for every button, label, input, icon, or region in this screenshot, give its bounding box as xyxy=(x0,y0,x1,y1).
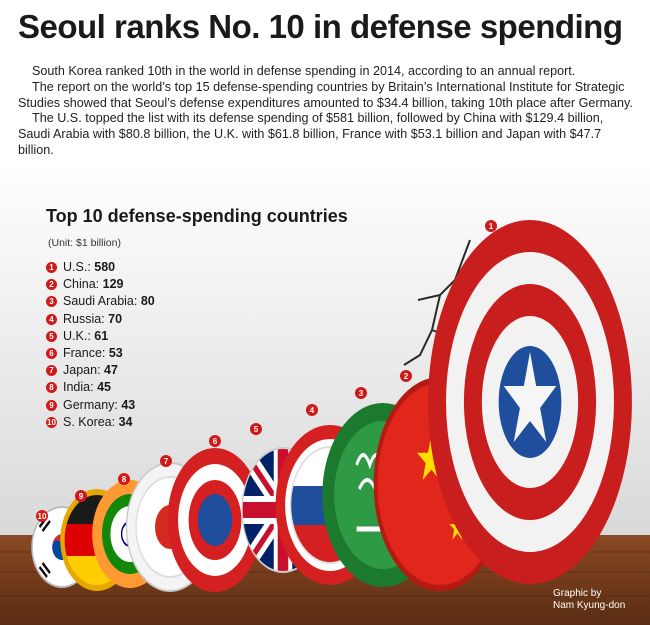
spending-value: 580 xyxy=(94,260,116,274)
country-name: France xyxy=(63,345,102,360)
rank-badge: 6 xyxy=(46,347,57,359)
rank-badge: 1 xyxy=(46,262,57,273)
rank-badge: 9 xyxy=(75,490,87,502)
ranking-item: 2 China: 129 xyxy=(46,276,348,293)
spending-value: 34 xyxy=(118,414,133,429)
chart-title: Top 10 defense-spending countries xyxy=(46,206,348,226)
country-name: Germany xyxy=(63,397,115,412)
rank-badge: 4 xyxy=(306,404,318,416)
article-paragraph: South Korea ranked 10th in the world in … xyxy=(32,64,576,78)
ranking-item: 5 U.K.: 61 xyxy=(46,328,348,345)
spending-value: 70 xyxy=(108,311,123,326)
unit-label: (Unit: $1 billion) xyxy=(48,237,121,249)
spending-value: 53 xyxy=(108,345,123,360)
spending-value: 47 xyxy=(104,363,118,378)
ranking-item: 6 France: 53 xyxy=(46,345,348,362)
rank-badge-label: 10 xyxy=(38,512,47,521)
ranking-item: 3 Saudi Arabia: 80 xyxy=(46,293,348,310)
rank-badge: 10 xyxy=(36,510,48,522)
rank-badge: 7 xyxy=(46,365,57,377)
rank-badge: 1 xyxy=(485,220,497,232)
ranking-item: 4 Russia: 70 xyxy=(46,311,348,328)
separator: : xyxy=(133,294,141,309)
ranking-list: 1 U.S.: 580 2 China: 129 3 Saudi Arabia: 80 4 R… xyxy=(46,259,348,431)
rank-badge: 8 xyxy=(46,382,57,394)
separator: : xyxy=(87,260,95,274)
separator: : xyxy=(97,363,105,378)
rank-badge: 5 xyxy=(250,423,262,435)
rank-badge: 5 xyxy=(46,330,57,342)
rank-badge: 3 xyxy=(46,296,57,308)
country-name: U.S. xyxy=(63,260,88,274)
graphic-credit: Graphic by Nam Kyung-don xyxy=(553,588,625,612)
country-name: Russia xyxy=(63,311,102,326)
rank-badge: 2 xyxy=(46,279,57,291)
rank-badge-label: 5 xyxy=(254,425,259,434)
separator: : xyxy=(101,345,109,360)
rank-badge-label: 2 xyxy=(404,372,409,381)
rank-badge-label: 8 xyxy=(122,475,127,484)
credit-line: Graphic by xyxy=(553,588,602,599)
rank-badge: 9 xyxy=(46,399,57,411)
spending-value: 45 xyxy=(97,380,111,395)
rank-badge-label: 7 xyxy=(164,457,169,466)
country-name: Japan xyxy=(63,363,98,378)
country-name: India xyxy=(63,380,91,395)
rank-badge: 10 xyxy=(46,416,57,428)
spending-value: 80 xyxy=(140,294,155,309)
separator: : xyxy=(101,311,109,326)
spending-value: 43 xyxy=(121,397,136,412)
france-shield xyxy=(167,448,263,592)
separator: : xyxy=(95,277,103,292)
rank-badge-label: 6 xyxy=(213,437,218,446)
rank-badge: 8 xyxy=(118,473,130,485)
country-name: U.K. xyxy=(63,328,88,343)
rank-badge: 7 xyxy=(160,455,172,467)
separator: : xyxy=(87,328,95,343)
separator: : xyxy=(114,397,122,412)
credit-line: Nam Kyung-don xyxy=(553,600,626,611)
separator: : xyxy=(111,414,119,429)
ranking-item: 9 Germany: 43 xyxy=(46,397,348,414)
rank-badge-label: 4 xyxy=(310,406,315,415)
separator: : xyxy=(90,380,98,395)
rank-badge-label: 3 xyxy=(359,389,364,398)
article-paragraph: The U.S. topped the list with its defens… xyxy=(18,111,604,157)
ranking-item: 1 U.S.: 580 xyxy=(46,259,348,276)
ranking-item: 7 Japan: 47 xyxy=(46,362,348,379)
rank-badge: 4 xyxy=(46,313,57,325)
rank-badge: 2 xyxy=(400,370,412,382)
ranking-legend: Top 10 defense-spending countries (Unit:… xyxy=(46,206,348,431)
country-name: China xyxy=(63,277,96,292)
shield-illustration: 1 2 3 4 5 6 7 8 9 10 xyxy=(0,160,650,625)
country-name: Saudi Arabia xyxy=(63,294,134,309)
spending-value: 129 xyxy=(102,277,124,292)
rank-badge: 3 xyxy=(355,387,367,399)
article-text: South Korea ranked 10th in the world in … xyxy=(18,64,638,159)
ranking-item: 8 India: 45 xyxy=(46,379,348,396)
rank-badge-label: 1 xyxy=(489,222,494,231)
rank-badges: 1 2 3 4 5 6 7 8 9 10 xyxy=(36,220,497,522)
spending-value: 61 xyxy=(94,328,109,343)
rank-badge: 6 xyxy=(209,435,221,447)
captain-america-shield xyxy=(428,220,632,584)
headline: Seoul ranks No. 10 in defense spending xyxy=(18,8,623,45)
article-paragraph: The report on the world’s top 15 defense… xyxy=(18,79,633,110)
ranking-item: 10 S. Korea: 34 xyxy=(46,414,348,431)
country-name: S. Korea xyxy=(63,414,112,429)
rank-badge-label: 9 xyxy=(79,492,84,501)
